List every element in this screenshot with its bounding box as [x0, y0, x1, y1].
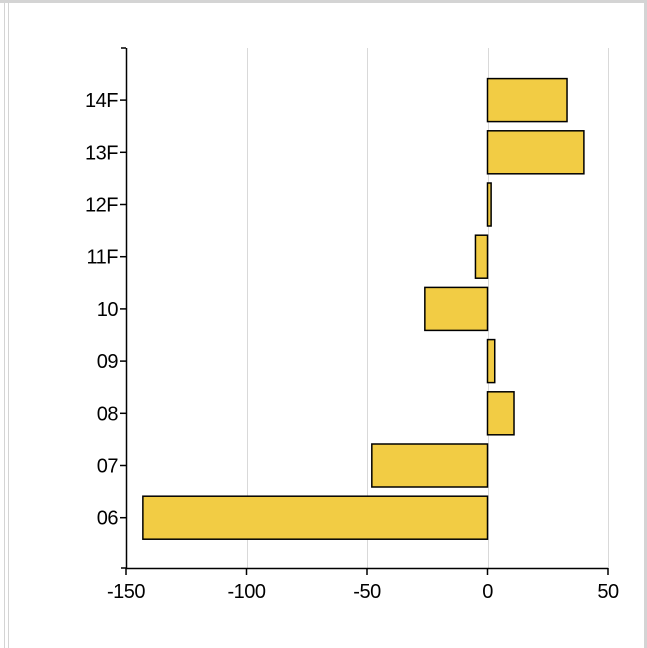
- y-tick-label-14F: 14F: [85, 90, 118, 112]
- x-tick-label-2: -50: [353, 581, 381, 603]
- y-tick-label-09: 09: [97, 351, 119, 373]
- y-tick-label-12F: 12F: [85, 195, 118, 217]
- y-tick-label-10: 10: [97, 299, 119, 321]
- bar-10: [424, 286, 489, 332]
- bar-07: [371, 443, 489, 488]
- y-tick-label-11F: 11F: [87, 247, 119, 269]
- bar-14F: [486, 77, 568, 123]
- bar-06: [142, 495, 489, 540]
- tick-labels: 06 07 08 09 10 11F 12F 13F 14F -150 -100 -50 0 50: [85, 90, 619, 603]
- y-tick-label-07: 07: [97, 456, 119, 478]
- axes: [120, 47, 609, 575]
- x-tick-label-0: -150: [107, 581, 145, 603]
- bar-12F: [486, 182, 492, 227]
- bar-13F: [486, 130, 585, 175]
- x-tick-label-4: 50: [597, 581, 619, 603]
- bar-09: [486, 338, 496, 384]
- y-tick-label-13F: 13F: [85, 142, 118, 164]
- x-tick-label-3: 0: [482, 581, 493, 603]
- y-tick-label-08: 08: [97, 403, 119, 425]
- bars: [142, 77, 585, 540]
- bar-08: [486, 391, 515, 436]
- y-tick-label-06: 06: [97, 508, 119, 530]
- x-tick-label-1: -100: [227, 581, 265, 603]
- bar-11F: [474, 234, 489, 279]
- window-left-edge: [4, 0, 9, 648]
